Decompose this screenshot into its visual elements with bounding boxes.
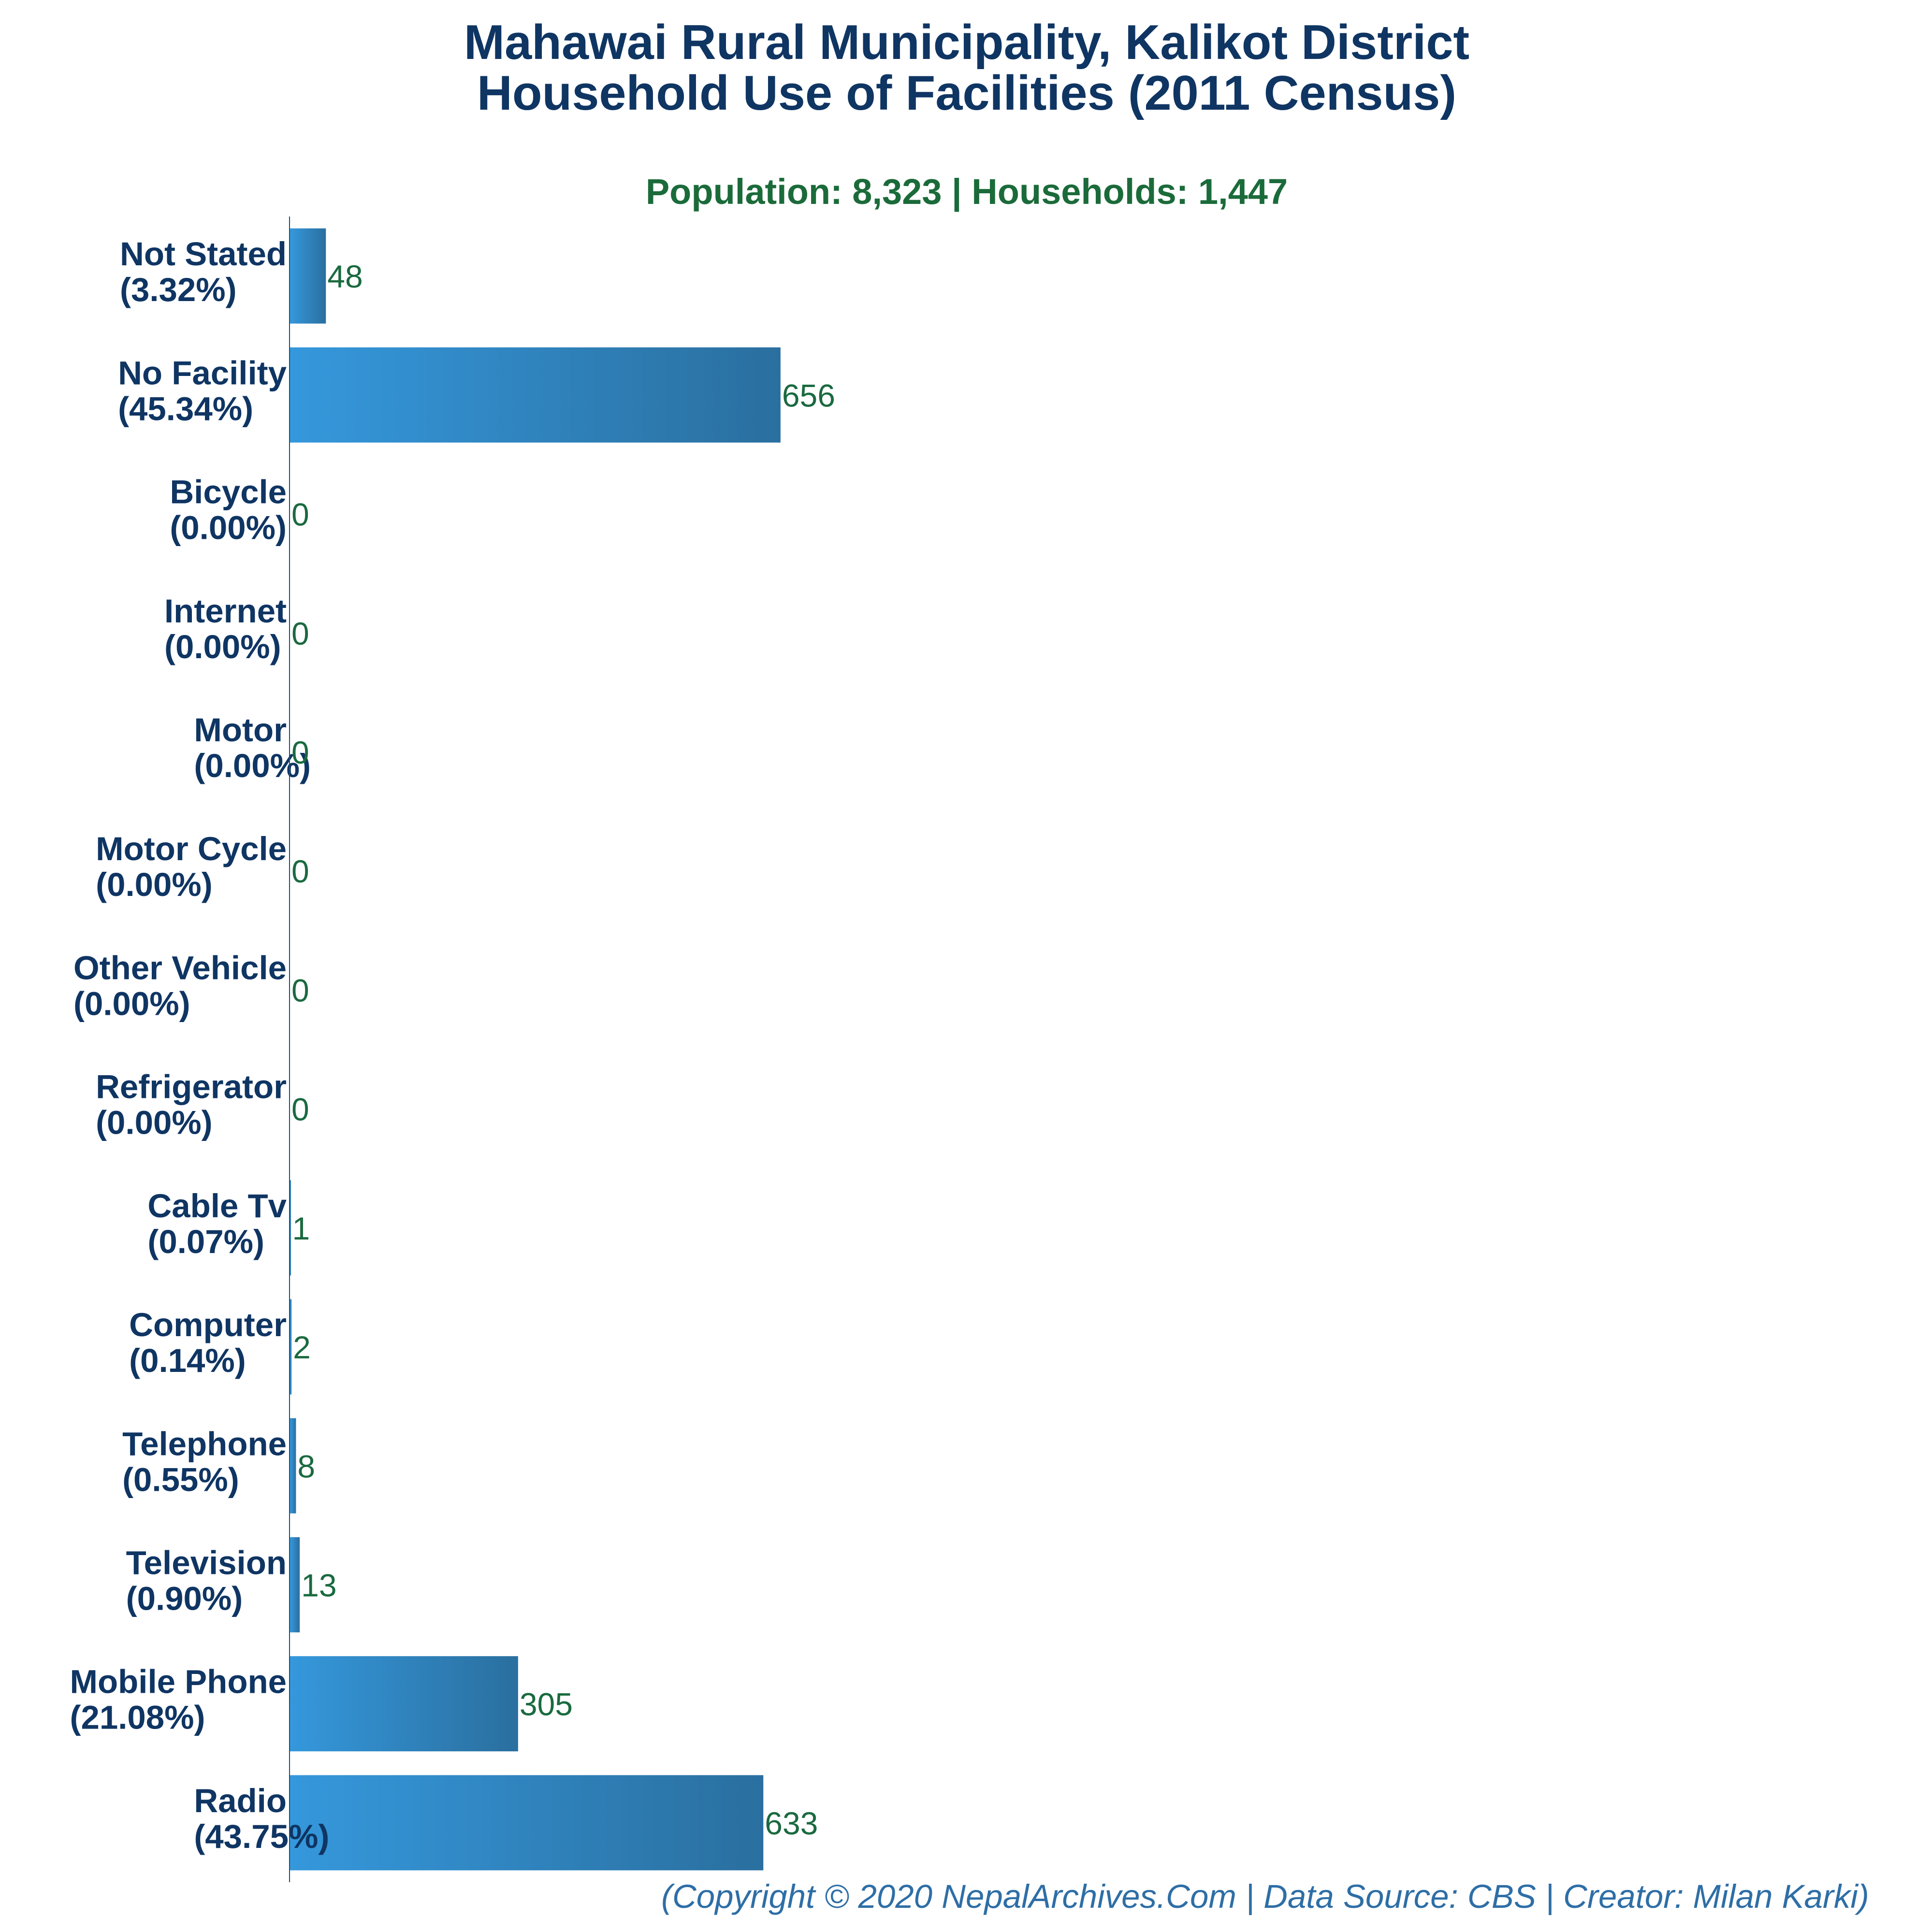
category-percentage: (45.34%) [118, 390, 253, 427]
value-label: 13 [301, 1567, 336, 1603]
category-label: Television [126, 1544, 287, 1581]
chart-title: Mahawai Rural Municipality, Kalikot Dist… [464, 15, 1469, 70]
category-label: Cable Tv [147, 1187, 287, 1225]
category-label: Internet [164, 592, 287, 630]
value-label: 633 [765, 1805, 818, 1841]
bar-telephone [290, 1418, 296, 1514]
value-label: 0 [291, 616, 309, 651]
category-percentage: (0.00%) [96, 866, 213, 903]
category-label: Motor Cycle [96, 830, 287, 867]
bars-group [290, 228, 781, 1871]
category-percentage: (0.14%) [129, 1342, 246, 1379]
chart-title-line2: Household Use of Facilities (2011 Census… [477, 66, 1456, 120]
category-percentage: (0.00%) [194, 747, 311, 784]
category-percentage: (0.55%) [122, 1461, 239, 1498]
value-label: 0 [291, 972, 309, 1008]
bar-not-stated [290, 228, 326, 324]
footer-credit: (Copyright © 2020 NepalArchives.Com | Da… [661, 1878, 1869, 1915]
category-label: Computer [129, 1306, 287, 1343]
value-label: 0 [291, 497, 309, 533]
category-percentage: (0.90%) [126, 1580, 243, 1617]
category-percentage: (43.75%) [194, 1818, 329, 1855]
bar-cable-tv [290, 1180, 291, 1276]
value-label: 0 [291, 853, 309, 889]
category-percentage: (3.32%) [120, 271, 237, 308]
bar-television [290, 1537, 300, 1632]
chart-subtitle: Population: 8,323 | Households: 1,447 [646, 172, 1288, 212]
bar-mobile-phone [290, 1656, 518, 1752]
value-label: 656 [782, 377, 835, 413]
category-label: Telephone [122, 1425, 287, 1462]
category-label: Refrigerator [96, 1068, 287, 1106]
category-percentage: (0.00%) [96, 1104, 213, 1141]
value-label: 305 [520, 1687, 573, 1722]
category-percentage: (21.08%) [70, 1699, 205, 1736]
value-labels-group: 48 656 0 0 0 0 0 0 1 2 8 13 305 633 [291, 259, 835, 1841]
category-label: Other Vehicle [73, 949, 287, 986]
value-label: 48 [327, 259, 363, 294]
category-labels-group: Not Stated(3.32%) No Facility(45.34%) Bicy… [70, 235, 330, 1855]
category-percentage: (0.07%) [147, 1223, 264, 1260]
bar-computer [290, 1299, 292, 1395]
category-label: Motor [194, 711, 287, 749]
value-label: 0 [291, 1092, 309, 1127]
category-percentage: (0.00%) [170, 509, 287, 547]
value-label: 8 [297, 1448, 315, 1484]
category-label: Mobile Phone [70, 1663, 287, 1701]
category-percentage: (0.00%) [164, 628, 281, 665]
category-label: Not Stated [120, 235, 287, 273]
category-label: Radio [194, 1782, 287, 1819]
value-label: 0 [291, 735, 309, 770]
bar-radio [290, 1775, 764, 1871]
bar-no-facility [290, 347, 781, 443]
category-label: No Facility [118, 354, 287, 391]
category-label: Bicycle [170, 474, 287, 511]
category-percentage: (0.00%) [73, 985, 190, 1022]
value-label: 1 [292, 1211, 310, 1246]
value-label: 2 [293, 1329, 311, 1365]
